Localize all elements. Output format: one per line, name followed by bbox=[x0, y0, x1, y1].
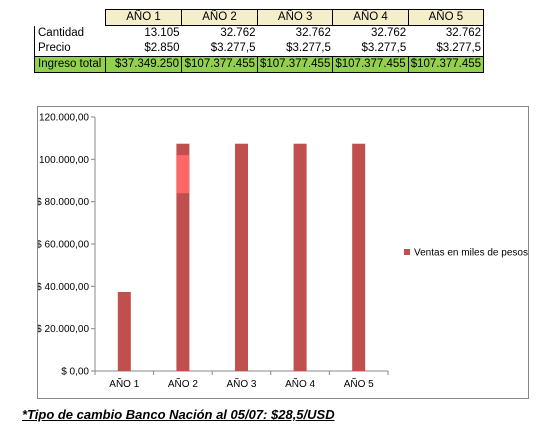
x-tick-label: AÑO 2 bbox=[168, 377, 198, 390]
cell: $107.377.455 bbox=[256, 56, 334, 73]
x-tick-label: AÑO 3 bbox=[226, 377, 256, 390]
bar bbox=[235, 143, 248, 371]
y-tick-label: $ 40.000,00 bbox=[38, 282, 89, 293]
cell: 32.762 bbox=[220, 27, 256, 39]
cell: 32.762 bbox=[295, 27, 331, 39]
bar bbox=[293, 143, 307, 371]
legend-label: Ventas en miles de pesos bbox=[414, 248, 528, 259]
y-tick-label: $ 0,00 bbox=[61, 367, 89, 378]
row-label-ingreso-total: Ingreso total bbox=[34, 56, 106, 73]
x-tick-label: AÑO 4 bbox=[285, 377, 315, 390]
cell: $3.277,5 bbox=[181, 41, 258, 57]
cell: $37.349.250 bbox=[105, 56, 182, 73]
sales-chart: $ 0,00 $ 20.000,00 $ 40.000,00 $ 60.000,00 $… bbox=[37, 106, 529, 399]
y-tick-label: $ 80.000,00 bbox=[38, 197, 89, 208]
cell: $107.377.455 bbox=[407, 56, 485, 73]
row-label-cantidad: Cantidad bbox=[34, 25, 106, 41]
cell: $107.377.455 bbox=[332, 56, 409, 73]
cell: $3.277,5 bbox=[408, 41, 485, 57]
header-row: AÑO 1 AÑO 2 AÑO 3 AÑO 4 AÑO 5 bbox=[35, 9, 485, 26]
table-row: Precio $2.850 $3.277,5 $3.277,5 $3.277,5… bbox=[34, 41, 485, 57]
bar bbox=[117, 291, 131, 371]
cell: 32.762 bbox=[408, 25, 485, 41]
header-year-4: AÑO 4 bbox=[332, 9, 409, 26]
cell: 32.762 bbox=[371, 27, 407, 39]
y-tick-label: $ 60.000,00 bbox=[38, 240, 89, 251]
y-tick-label: $ 100.000,00 bbox=[38, 155, 89, 166]
header-year-3: AÑO 3 bbox=[256, 9, 334, 26]
x-tick-label: AÑO 1 bbox=[109, 377, 139, 390]
x-tick-label: AÑO 5 bbox=[344, 377, 374, 390]
cell: $3.277,5 bbox=[332, 41, 409, 57]
header-year-2: AÑO 2 bbox=[181, 9, 258, 26]
income-table: AÑO 1 AÑO 2 AÑO 3 AÑO 4 AÑO 5 Cantidad 1… bbox=[34, 9, 485, 73]
exchange-rate-footnote: *Tipo de cambio Banco Nación al 05/07: $… bbox=[22, 407, 335, 422]
bar bbox=[352, 143, 366, 371]
cell: $107.377.455 bbox=[181, 56, 258, 73]
legend-swatch bbox=[404, 249, 410, 255]
cell: $2.850 bbox=[105, 41, 182, 57]
header-year-1: AÑO 1 bbox=[105, 9, 182, 26]
header-corner bbox=[35, 10, 106, 26]
header-year-5: AÑO 5 bbox=[407, 9, 485, 26]
table-row-total: Ingreso total $37.349.250 $107.377.455 $… bbox=[34, 56, 485, 73]
chart-canvas: $ 0,00 $ 20.000,00 $ 40.000,00 $ 60.000,00 $… bbox=[38, 113, 528, 391]
y-tick-label: $ 120.000,00 bbox=[38, 113, 89, 124]
cell: 13.105 bbox=[144, 27, 180, 39]
bar-highlight-segment bbox=[176, 155, 190, 194]
bar bbox=[176, 143, 190, 371]
table-row: Cantidad 13.105 32.762 32.762 32.762 32.… bbox=[34, 25, 485, 41]
cell: $3.277,5 bbox=[257, 41, 333, 57]
row-label-precio: Precio bbox=[34, 41, 106, 57]
y-tick-label: $ 20.000,00 bbox=[38, 324, 89, 335]
